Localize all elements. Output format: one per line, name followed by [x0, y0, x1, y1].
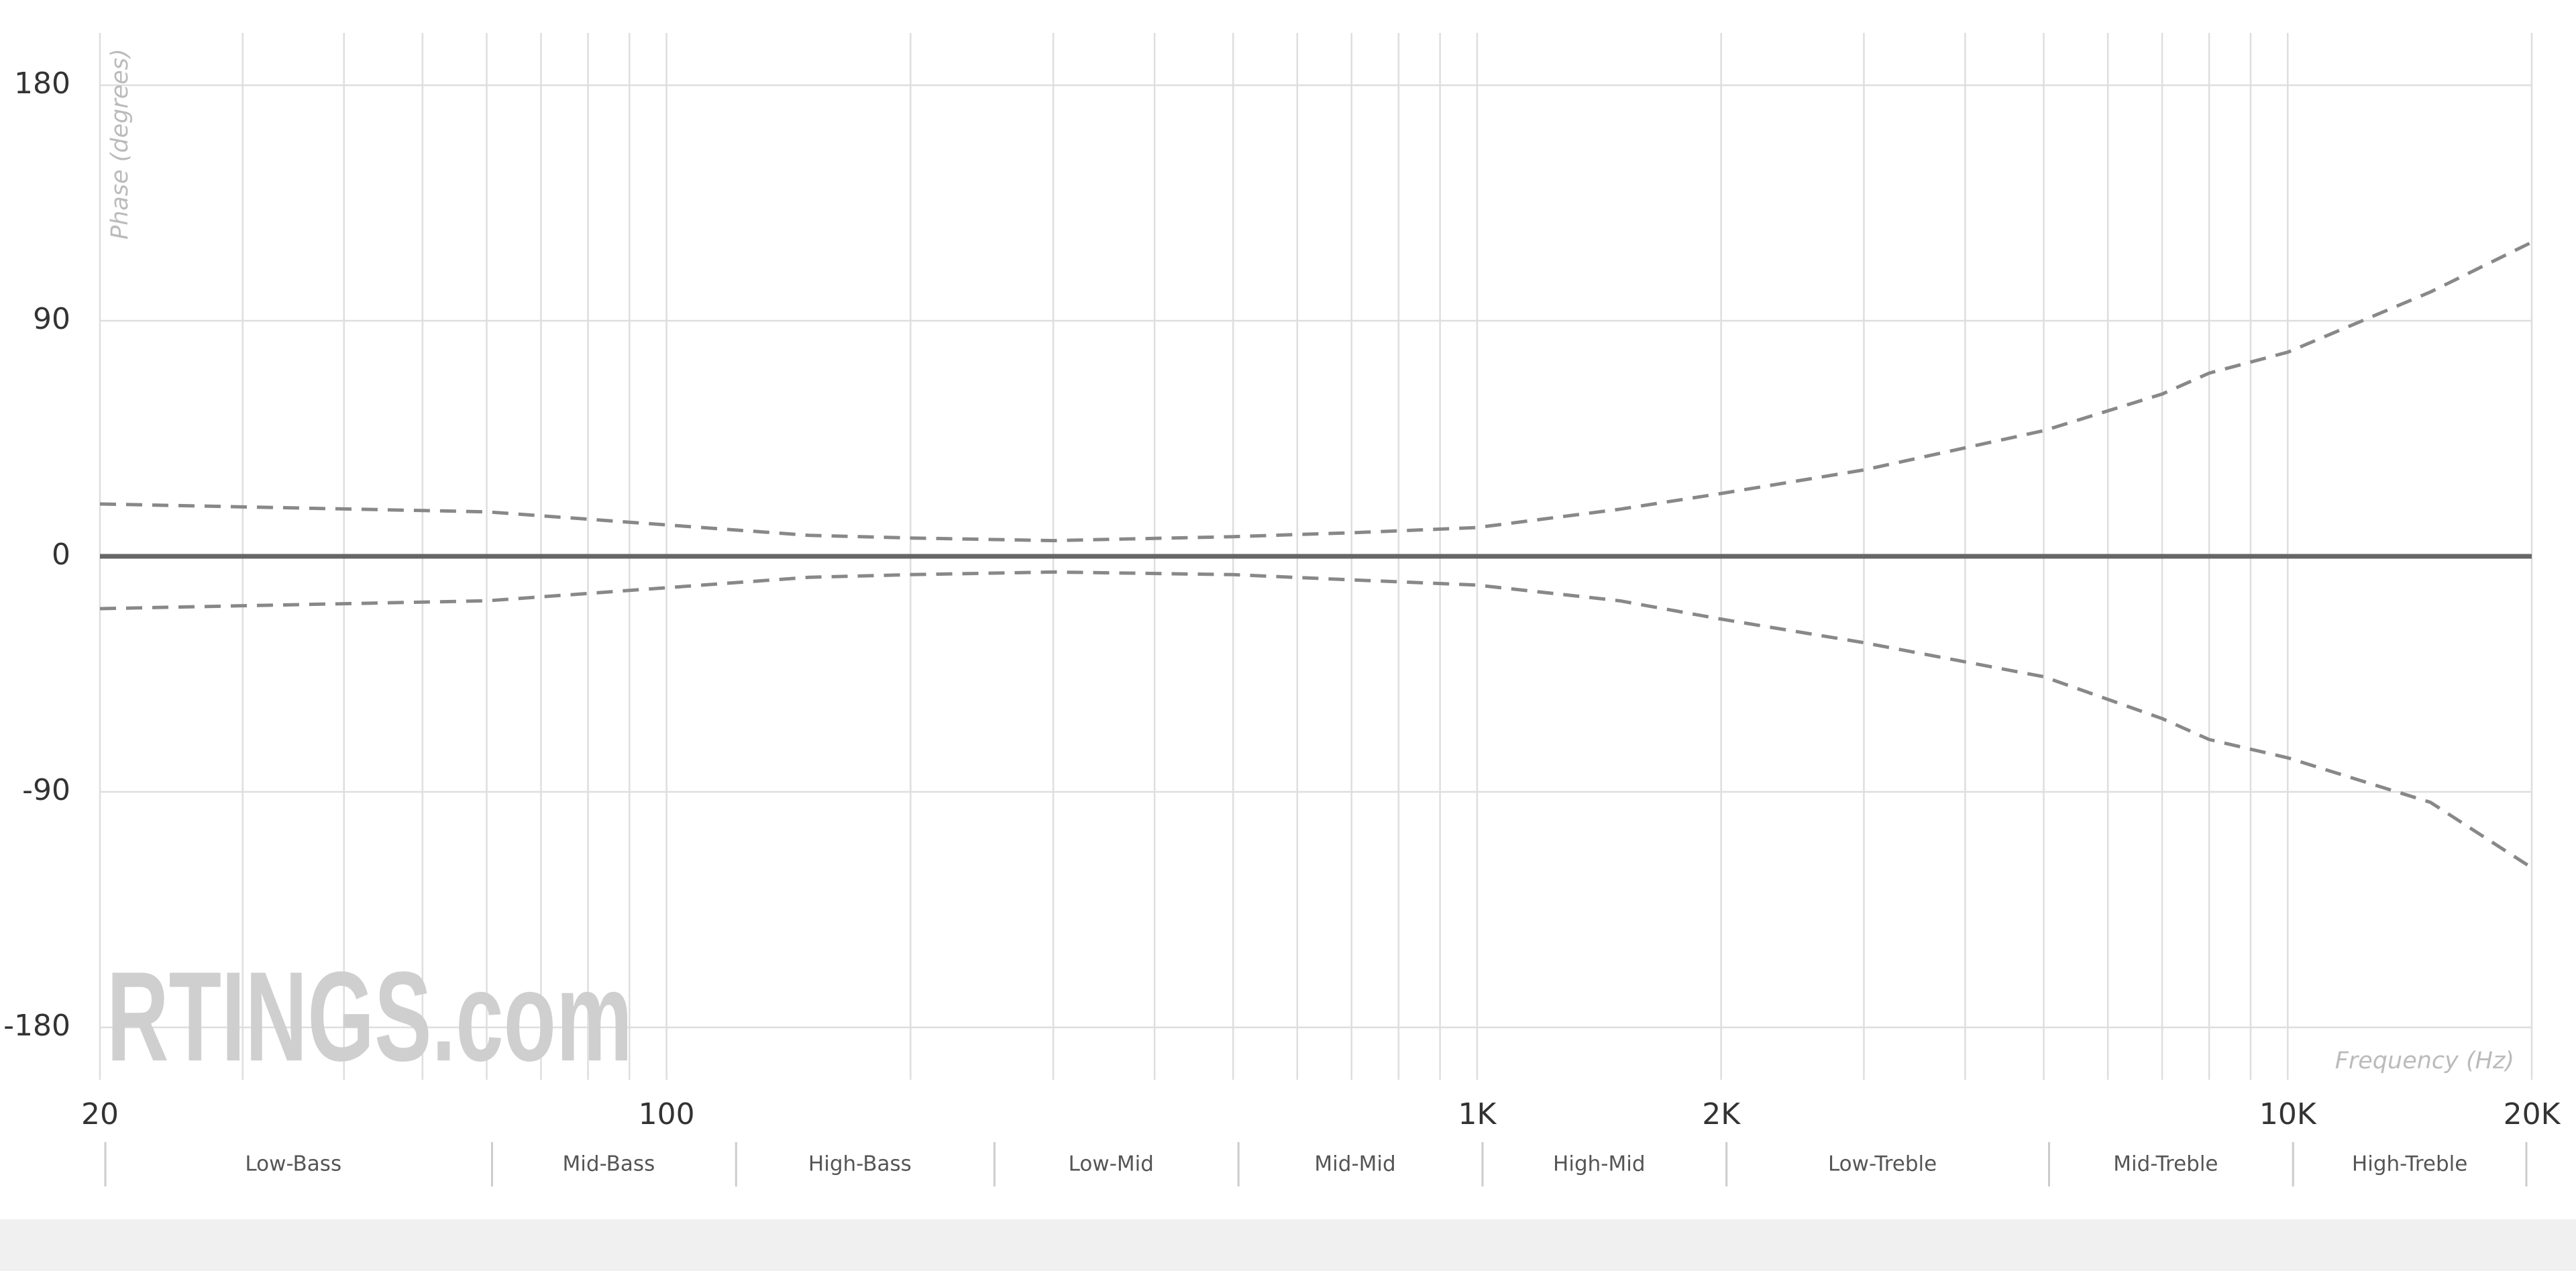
x-tick-label: 2K [1702, 1097, 1741, 1131]
x-tick-label: 100 [639, 1097, 695, 1131]
band-label: Mid-Mid [1314, 1152, 1395, 1176]
x-axis-title: Frequency (Hz) [2335, 1048, 2514, 1074]
x-tick-label: 1K [1458, 1097, 1497, 1131]
band-label: High-Treble [2352, 1152, 2467, 1176]
x-tick-label: 20 [81, 1097, 119, 1131]
band-label: Low-Treble [1828, 1152, 1937, 1176]
plot [99, 240, 2533, 870]
dashed-line [99, 240, 2533, 543]
band-label: Mid-Treble [2113, 1152, 2218, 1176]
footer-bar [0, 1219, 2576, 1271]
band-label: Low-Bass [245, 1152, 341, 1176]
y-tick-label: -90 [22, 773, 70, 807]
band-label: Low-Mid [1069, 1152, 1154, 1176]
band-label: High-Bass [808, 1152, 912, 1176]
band-label: Mid-Bass [563, 1152, 655, 1176]
band-label: High-Mid [1553, 1152, 1645, 1176]
dashed-line [99, 570, 2533, 870]
y-tick-label: 0 [52, 538, 70, 572]
watermark: RTINGS.com [107, 946, 633, 1088]
x-tick-label: 20K [2504, 1097, 2561, 1131]
y-axis-title: Phase (degrees) [107, 48, 133, 240]
x-tick-label: 10K [2259, 1097, 2317, 1131]
y-tick-label: -180 [3, 1009, 70, 1043]
y-tick-label: 90 [33, 302, 70, 336]
y-tick-label: 180 [14, 66, 70, 101]
